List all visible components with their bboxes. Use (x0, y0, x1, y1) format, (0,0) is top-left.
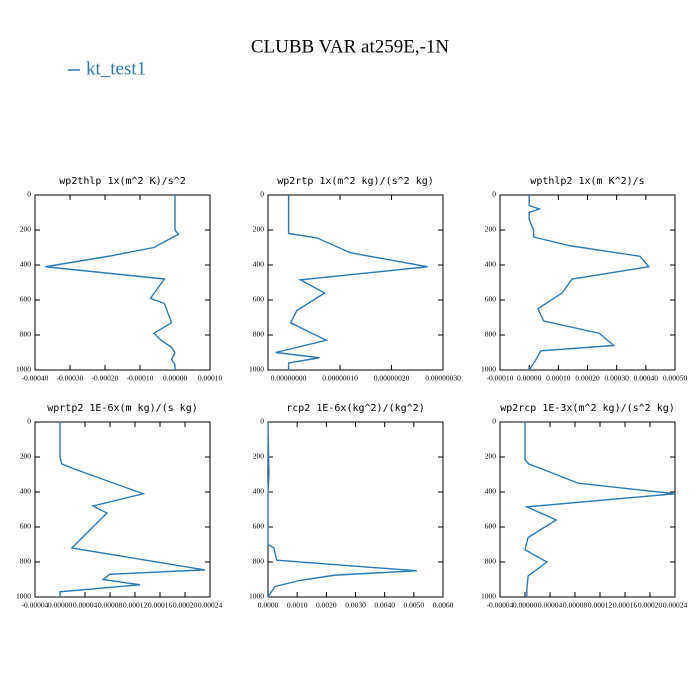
y-tick-label: 600 (20, 522, 32, 531)
y-tick-label: 0 (27, 190, 31, 199)
x-tick-label: 0.00000000 (271, 374, 307, 383)
y-tick-label: 200 (485, 225, 497, 234)
y-tick-label: 1000 (16, 592, 31, 601)
plot-frame (267, 194, 444, 371)
x-tick-label: 0.00012 (123, 601, 148, 610)
x-tick-label: -0.00010 (487, 374, 514, 383)
x-tick-label: 0.0050 (404, 601, 425, 610)
x-tick-label: 0.00000 (163, 374, 188, 383)
profile-line (45, 195, 180, 370)
x-tick-label: 0.00000 (513, 601, 538, 610)
x-tick-label: 0.00040 (634, 374, 659, 383)
y-tick-label: 0 (492, 190, 496, 199)
y-tick-label: 600 (253, 295, 265, 304)
plot-frame (499, 421, 676, 598)
y-tick-label: 0 (27, 417, 31, 426)
x-tick-label: 0.00010 (198, 374, 223, 383)
x-tick-label: 0.00000 (517, 374, 542, 383)
x-tick-label: -0.00040 (22, 374, 49, 383)
profile-line (267, 421, 417, 598)
x-tick-label: 0.00030 (604, 374, 629, 383)
x-tick-label: 0.00000010 (322, 374, 358, 383)
x-tick-label: 0.00004 (538, 601, 563, 610)
plot-frame (34, 194, 211, 371)
x-tick-label: 0.0060 (433, 601, 454, 610)
y-tick-label: 1000 (481, 592, 496, 601)
panel-title: wpthlp2 1x(m K^2)/s (530, 176, 644, 187)
x-tick-label: 0.00008 (98, 601, 123, 610)
y-tick-label: 200 (253, 225, 265, 234)
panel-title: wp2rcp 1E-3x(m^2 kg)/(s^2 kg) (500, 403, 675, 414)
y-tick-label: 800 (485, 557, 497, 566)
x-tick-label: -0.00004 (487, 601, 514, 610)
x-tick-label: 0.00024 (198, 601, 223, 610)
x-tick-label: 0.00020 (173, 601, 198, 610)
y-tick-label: 0 (260, 190, 264, 199)
y-tick-label: 1000 (249, 592, 264, 601)
y-tick-label: 400 (253, 260, 265, 269)
y-tick-label: 400 (253, 487, 265, 496)
y-tick-label: 600 (485, 295, 497, 304)
x-tick-label: 0.0000 (258, 601, 279, 610)
y-tick-label: 1000 (481, 365, 496, 374)
plot-frame (499, 194, 676, 371)
x-tick-label: -0.00004 (22, 601, 49, 610)
x-tick-label: -0.00020 (92, 374, 119, 383)
y-tick-label: 800 (253, 330, 265, 339)
profile-line (524, 422, 676, 597)
x-tick-label: 0.00004 (73, 601, 98, 610)
figure-title: CLUBB VAR at259E,-1N (251, 36, 450, 57)
panel-title: wp2rtp 1x(m^2 kg)/(s^2 kg) (277, 176, 434, 187)
x-tick-label: 0.00024 (663, 601, 688, 610)
y-tick-label: 1000 (249, 365, 264, 374)
x-tick-label: -0.00030 (57, 374, 84, 383)
x-tick-label: 0.00050 (663, 374, 688, 383)
profile-line (59, 422, 206, 597)
y-tick-label: 600 (485, 522, 497, 531)
x-tick-label: 0.0010 (287, 601, 308, 610)
y-tick-label: 400 (485, 487, 497, 496)
x-tick-label: 0.0030 (345, 601, 366, 610)
legend-label: kt_test1 (86, 58, 146, 79)
x-tick-label: 0.00008 (563, 601, 588, 610)
y-tick-label: 200 (20, 452, 32, 461)
y-tick-label: 200 (20, 225, 32, 234)
x-tick-label: 0.00012 (588, 601, 613, 610)
y-tick-label: 0 (260, 417, 264, 426)
x-tick-label: 0.00020 (638, 601, 663, 610)
profile-line (528, 195, 651, 371)
y-tick-label: 800 (20, 330, 32, 339)
y-tick-label: 200 (253, 452, 265, 461)
y-tick-label: 800 (253, 557, 265, 566)
x-tick-label: 0.00016 (148, 601, 173, 610)
x-tick-label: 0.0040 (374, 601, 395, 610)
x-tick-label: 0.00010 (546, 374, 571, 383)
y-tick-label: 0 (492, 417, 496, 426)
y-tick-label: 400 (485, 260, 497, 269)
panel-title: wprtp2 1E-6x(m kg)/(s kg) (47, 403, 198, 414)
panel-title: wp2thlp 1x(m^2 K)/s^2 (59, 176, 185, 187)
x-tick-label: 0.00000 (48, 601, 73, 610)
y-tick-label: 600 (20, 295, 32, 304)
y-tick-label: 600 (253, 522, 265, 531)
y-tick-label: 400 (20, 260, 32, 269)
profile-line (275, 195, 428, 370)
x-tick-label: -0.00010 (127, 374, 154, 383)
x-tick-label: 0.00000020 (374, 374, 410, 383)
x-tick-label: 0.00020 (575, 374, 600, 383)
x-tick-label: 0.00016 (613, 601, 638, 610)
y-tick-label: 200 (485, 452, 497, 461)
y-tick-label: 400 (20, 487, 32, 496)
y-tick-label: 1000 (16, 365, 31, 374)
plot-frame (34, 421, 211, 598)
y-tick-label: 800 (20, 557, 32, 566)
x-tick-label: 0.0020 (316, 601, 337, 610)
panel-title: rcp2 1E-6x(kg^2)/(kg^2) (286, 403, 424, 414)
x-tick-label: 0.00000030 (425, 374, 461, 383)
y-tick-label: 800 (485, 330, 497, 339)
